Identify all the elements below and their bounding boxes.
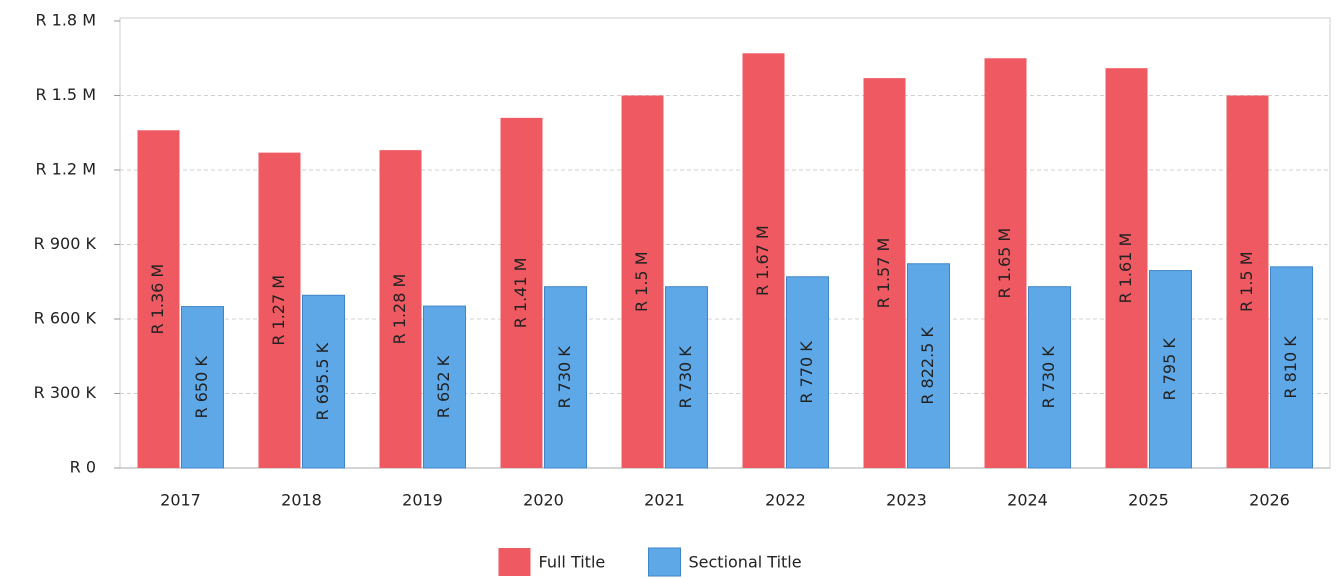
x-tick-label: 2022 — [765, 491, 806, 510]
x-tick-label: 2021 — [644, 491, 685, 510]
y-tick-label: R 300 K — [34, 383, 97, 402]
bar — [621, 95, 664, 468]
data-label: R 1.67 M — [753, 225, 772, 296]
bar — [984, 58, 1027, 468]
bar — [786, 276, 829, 469]
y-tick-label: R 1.8 M — [35, 11, 96, 30]
data-label: R 1.61 M — [1116, 233, 1135, 304]
data-label: R 652 K — [434, 355, 453, 418]
data-label: R 1.5 M — [632, 251, 651, 312]
data-label: R 730 K — [676, 346, 695, 409]
data-label: R 822.5 K — [918, 327, 937, 405]
x-tick-label: 2024 — [1007, 491, 1048, 510]
y-tick-label: R 1.5 M — [35, 85, 96, 104]
plot-frame — [119, 17, 1331, 469]
x-tick-label: 2020 — [523, 491, 564, 510]
bar — [302, 294, 345, 469]
data-label: R 1.5 M — [1237, 251, 1256, 312]
data-label: R 770 K — [797, 341, 816, 404]
bar — [544, 286, 587, 469]
legend-swatch — [498, 548, 531, 576]
bar — [137, 130, 180, 468]
data-label: R 1.28 M — [390, 274, 409, 345]
bar — [379, 150, 422, 468]
legend-label: Sectional Title — [689, 553, 802, 572]
x-tick-label: 2018 — [281, 491, 322, 510]
bar — [863, 78, 906, 468]
bar — [181, 306, 224, 469]
x-tick-label: 2023 — [886, 491, 927, 510]
data-label: R 795 K — [1160, 338, 1179, 401]
legend-label: Full Title — [539, 553, 606, 572]
bar — [742, 53, 785, 469]
data-label: R 730 K — [1039, 346, 1058, 409]
y-tick-label: R 0 — [70, 458, 96, 477]
y-tick-label: R 900 K — [34, 234, 97, 253]
data-label: R 695.5 K — [313, 342, 332, 420]
legend-swatch — [648, 547, 681, 577]
x-tick-label: 2019 — [402, 491, 443, 510]
data-label: R 1.27 M — [269, 275, 288, 346]
x-tick-label: 2026 — [1249, 491, 1290, 510]
data-label: R 1.41 M — [511, 258, 530, 329]
bar — [1028, 286, 1071, 469]
bar — [1149, 270, 1192, 469]
bar — [1105, 68, 1148, 468]
bar — [258, 152, 301, 468]
bar — [907, 263, 950, 469]
data-label: R 810 K — [1281, 336, 1300, 399]
x-tick-label: 2017 — [160, 491, 201, 510]
y-tick-label: R 600 K — [34, 309, 97, 328]
data-label: R 730 K — [555, 346, 574, 409]
data-label: R 1.36 M — [148, 264, 167, 335]
data-label: R 1.65 M — [995, 228, 1014, 299]
bar — [500, 117, 543, 468]
x-tick-label: 2025 — [1128, 491, 1169, 510]
bar — [423, 305, 466, 469]
data-label: R 1.57 M — [874, 238, 893, 309]
data-label: R 650 K — [192, 356, 211, 419]
y-tick-label: R 1.2 M — [35, 160, 96, 179]
bar — [1226, 95, 1269, 468]
bar — [1270, 266, 1313, 469]
bar — [665, 286, 708, 469]
